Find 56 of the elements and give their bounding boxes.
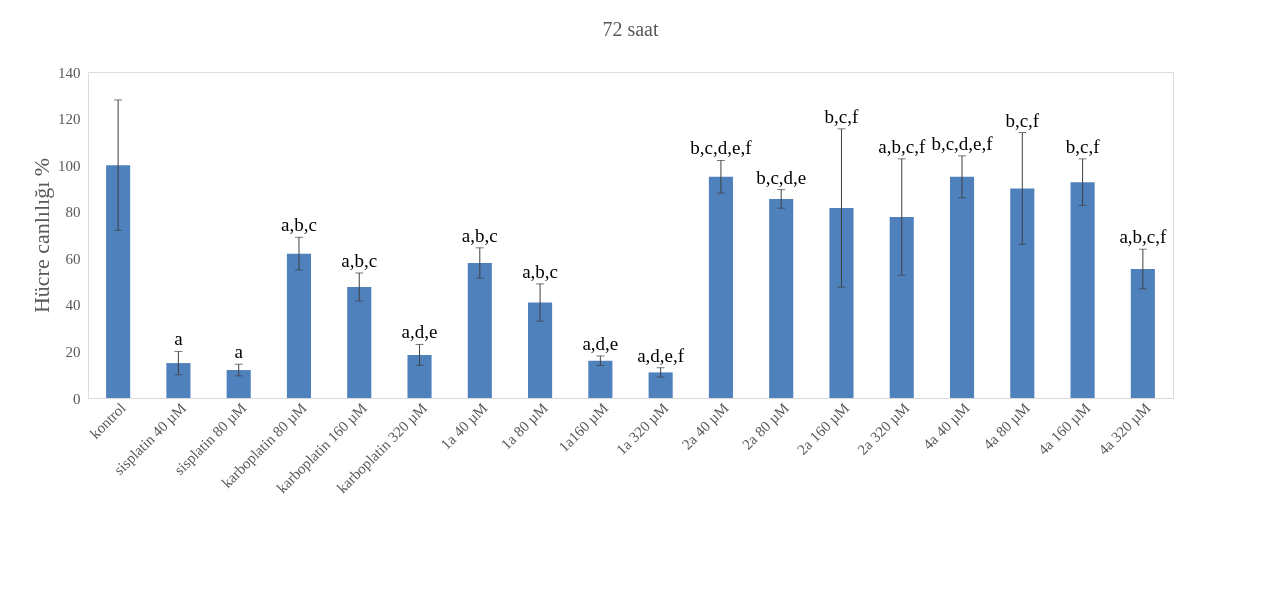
- bar: [769, 198, 794, 398]
- x-tick-label: 2a 320 µM: [854, 399, 913, 458]
- annotation: b,c,f: [824, 105, 860, 127]
- annotation: a,b,c: [341, 249, 378, 271]
- y-tick-label: 20: [65, 343, 81, 360]
- chart-title: 72 saat: [602, 18, 659, 40]
- annotation: a,b,c: [281, 214, 317, 236]
- bar: [286, 253, 312, 398]
- x-tick-label: 2a 40 µM: [678, 399, 732, 453]
- y-tick-label: 80: [65, 204, 81, 221]
- y-tick-label: 120: [58, 111, 81, 128]
- bar: [829, 207, 854, 398]
- annotation: a: [234, 341, 244, 363]
- annotation: b,c,d,e,f: [690, 137, 753, 159]
- x-tick-label: 1a 320 µM: [613, 399, 672, 458]
- bar: [708, 176, 733, 398]
- x-tick-label: 1a 80 µM: [497, 399, 551, 453]
- annotation: a,d,e: [401, 321, 438, 343]
- annotation: a,b,c,f: [1119, 226, 1167, 248]
- annotation: b,c,f: [1005, 109, 1040, 131]
- bar: [407, 354, 432, 398]
- bar: [588, 360, 613, 398]
- bar: [1070, 182, 1095, 398]
- annotation: a,b,c: [522, 260, 559, 282]
- y-tick-label: 40: [65, 297, 81, 314]
- x-tick-label: 2a 160 µM: [794, 399, 853, 458]
- x-tick-label: 4a 80 µM: [980, 399, 1033, 453]
- annotation: a,b,c,f: [878, 135, 926, 157]
- bar: [648, 372, 673, 398]
- bar: [1010, 188, 1035, 398]
- y-tick-label: 100: [58, 157, 81, 174]
- bar: [166, 363, 191, 398]
- bar: [949, 176, 975, 398]
- bar: [106, 165, 131, 398]
- bar: [889, 217, 914, 398]
- annotation: b,c,f: [1065, 135, 1101, 157]
- bar: [347, 286, 372, 398]
- annotation: b,c,d,e: [756, 166, 807, 188]
- x-tick-label: 4a 160 µM: [1035, 399, 1094, 458]
- bar: [467, 262, 492, 398]
- y-axis-title: Hücre canlılığı %: [29, 157, 54, 314]
- x-tick-label: 4a 320 µM: [1095, 399, 1154, 458]
- bar: [528, 302, 553, 398]
- annotation: a,d,e: [582, 333, 619, 355]
- annotation: a,d,e,f: [637, 344, 685, 366]
- annotation: b,c,d,e,f: [931, 132, 994, 154]
- annotation: a,b,c: [461, 224, 498, 246]
- y-tick-label: 60: [65, 250, 81, 267]
- bar: [226, 370, 251, 398]
- y-tick-label: 140: [58, 64, 81, 81]
- x-tick-label: 1a 40 µM: [437, 399, 491, 453]
- y-tick-label: 0: [73, 390, 81, 407]
- annotation: a: [174, 328, 184, 350]
- bar: [1130, 269, 1155, 398]
- x-tick-label: 2a 80 µM: [739, 399, 792, 453]
- x-tick-label: 4a 40 µM: [919, 399, 973, 453]
